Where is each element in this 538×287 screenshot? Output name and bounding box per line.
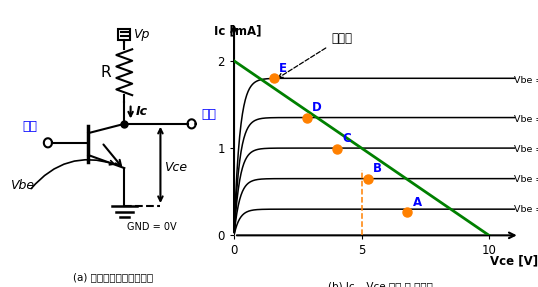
Text: Vbe: Vbe <box>10 179 34 192</box>
Text: D: D <box>312 101 322 114</box>
Text: GND = 0V: GND = 0V <box>127 222 176 232</box>
Text: A: A <box>413 196 422 209</box>
Text: Vce: Vce <box>164 161 187 174</box>
Text: B: B <box>373 162 382 175</box>
Text: Vp: Vp <box>133 28 149 41</box>
Text: Vbe = 4V: Vbe = 4V <box>514 115 538 124</box>
Text: Vbe = 2V: Vbe = 2V <box>514 175 538 184</box>
Text: Vce [V]: Vce [V] <box>491 255 538 267</box>
Text: E: E <box>279 62 287 75</box>
Text: Ic: Ic <box>136 105 148 118</box>
Text: R: R <box>101 65 111 80</box>
Text: 入力: 入力 <box>23 121 38 133</box>
Text: Vbe = 1V: Vbe = 1V <box>514 205 538 214</box>
Text: 負荷線: 負荷線 <box>278 32 352 78</box>
Text: Vbe = 5V: Vbe = 5V <box>514 76 538 85</box>
Text: (b) Ic – Vce 特性 と 負荷線: (b) Ic – Vce 特性 と 負荷線 <box>328 281 433 287</box>
Text: (a) エミッタ接地増幅回路: (a) エミッタ接地増幅回路 <box>73 272 153 282</box>
Text: Vbe = 3V: Vbe = 3V <box>514 145 538 154</box>
Text: C: C <box>342 133 351 146</box>
Bar <box>118 29 131 40</box>
Text: Ic [mA]: Ic [mA] <box>214 24 261 37</box>
Text: 出力: 出力 <box>201 108 216 121</box>
